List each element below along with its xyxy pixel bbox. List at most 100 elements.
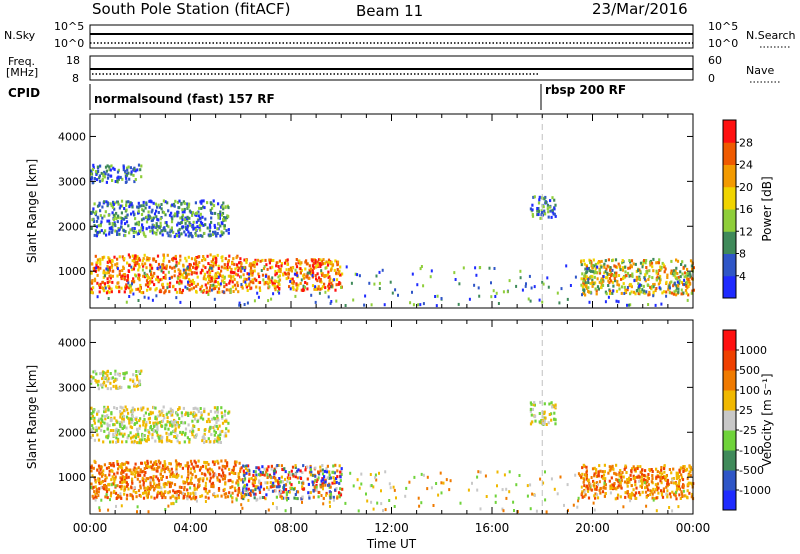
range-cell xyxy=(677,275,680,279)
range-cell xyxy=(651,477,654,481)
range-cell xyxy=(185,227,188,231)
range-cell xyxy=(120,286,123,290)
range-cell xyxy=(531,408,534,411)
range-cell xyxy=(90,485,93,489)
range-cell xyxy=(104,474,107,478)
range-cell xyxy=(188,221,191,225)
range-cell xyxy=(267,299,270,303)
range-cell xyxy=(165,423,168,427)
range-cell xyxy=(144,471,147,474)
range-cell xyxy=(100,424,103,428)
colorbar-segment xyxy=(723,142,736,165)
range-cell xyxy=(270,279,273,283)
range-cell xyxy=(642,284,645,288)
range-cell xyxy=(156,275,159,279)
range-cell xyxy=(242,469,245,473)
range-cell xyxy=(241,506,244,510)
range-cell xyxy=(235,481,238,485)
range-cell xyxy=(187,272,190,276)
range-cell xyxy=(335,271,338,275)
range-cell xyxy=(144,428,147,432)
range-cell xyxy=(118,464,121,468)
range-cell xyxy=(670,280,673,284)
range-cell xyxy=(212,199,215,203)
range-cell xyxy=(142,231,145,235)
range-cell xyxy=(257,295,260,299)
range-cell xyxy=(206,201,209,205)
range-cell xyxy=(230,471,233,474)
range-cell xyxy=(620,291,623,295)
range-cell xyxy=(277,275,280,279)
range-cell xyxy=(657,486,660,490)
range-cell xyxy=(229,287,232,291)
range-cell xyxy=(154,460,157,464)
range-cell xyxy=(655,496,658,500)
range-cell xyxy=(228,472,231,476)
range-cell xyxy=(183,210,186,214)
range-cell xyxy=(100,220,103,224)
range-cell xyxy=(102,374,105,378)
colorbar-segment xyxy=(723,370,736,391)
range-cell xyxy=(611,464,614,468)
range-cell xyxy=(156,228,159,232)
range-cell xyxy=(109,429,112,432)
range-cell xyxy=(640,478,643,482)
range-cell xyxy=(171,471,174,475)
range-cell xyxy=(119,412,122,416)
range-cell xyxy=(352,298,355,302)
range-cell xyxy=(199,212,202,216)
range-cell xyxy=(259,289,262,292)
range-cell xyxy=(422,473,425,477)
range-cell xyxy=(645,485,648,489)
range-cell xyxy=(109,494,112,498)
range-cell xyxy=(206,477,209,481)
range-cell xyxy=(420,265,423,268)
range-cell xyxy=(103,375,106,379)
range-cell xyxy=(534,419,537,423)
range-cell xyxy=(422,284,425,288)
range-cell xyxy=(235,460,238,464)
range-cell xyxy=(266,473,269,477)
range-cell xyxy=(138,379,141,383)
range-cell xyxy=(659,274,662,278)
range-cell xyxy=(393,488,396,492)
range-cell xyxy=(149,426,152,430)
range-cell xyxy=(122,267,125,270)
range-cell xyxy=(187,423,190,427)
range-cell xyxy=(115,384,118,388)
range-cell xyxy=(666,273,669,277)
range-cell xyxy=(654,289,657,293)
colorbar-segment xyxy=(723,186,736,210)
range-cell xyxy=(532,403,535,407)
range-cell xyxy=(146,459,149,463)
range-cell xyxy=(582,279,585,283)
range-cell xyxy=(189,263,192,267)
range-cell xyxy=(104,415,107,418)
range-cell xyxy=(112,477,115,480)
range-cell xyxy=(125,166,129,170)
range-cell xyxy=(122,470,125,474)
range-cell xyxy=(110,376,113,380)
range-cell xyxy=(208,229,211,233)
range-cell xyxy=(181,291,184,295)
range-cell xyxy=(190,257,194,261)
range-cell xyxy=(185,259,188,263)
range-cell xyxy=(182,480,185,484)
colorbar-segment xyxy=(723,120,736,143)
range-cell xyxy=(146,437,150,441)
x-tick-label: 08:00 xyxy=(274,521,309,535)
colorbar-label: Velocity [m s⁻¹] xyxy=(760,373,774,466)
range-cell xyxy=(593,466,596,470)
range-cell xyxy=(662,489,665,493)
range-cell xyxy=(127,253,130,257)
range-cell xyxy=(548,402,551,406)
range-cell xyxy=(267,508,270,512)
range-cell xyxy=(167,480,170,484)
range-cell xyxy=(95,225,98,229)
range-cell xyxy=(111,179,114,182)
range-cell xyxy=(211,212,214,215)
range-cell xyxy=(189,486,192,490)
range-cell xyxy=(104,229,107,233)
range-cell xyxy=(116,170,120,174)
range-cell xyxy=(688,272,691,275)
